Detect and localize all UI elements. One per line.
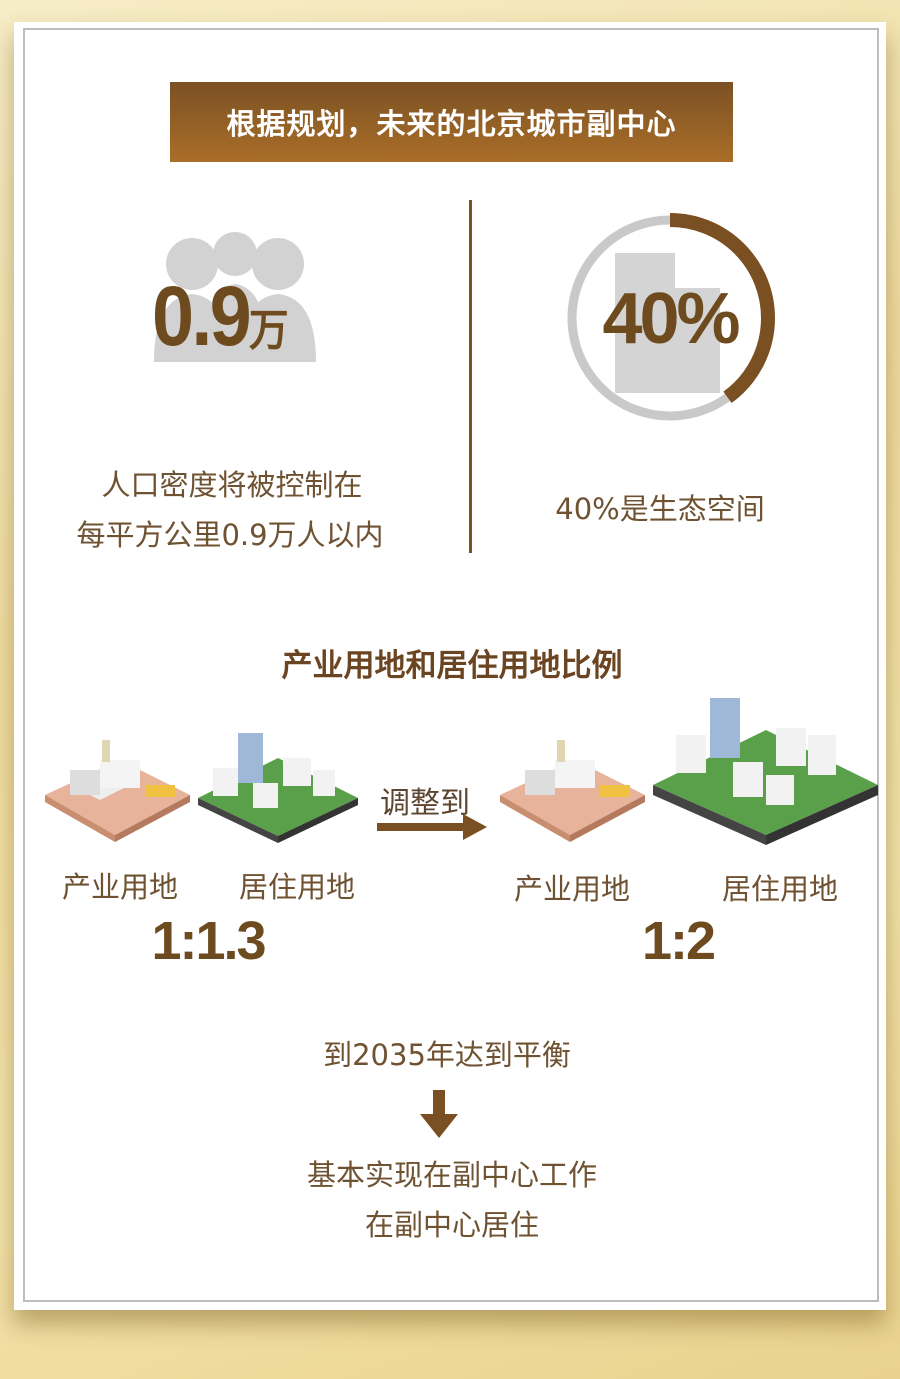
industrial-label-before: 产业用地 <box>61 870 179 904</box>
ratio-heading: 产业用地和居住用地比例 <box>281 648 623 684</box>
density-line2: 每平方公里0.9万人以内 <box>76 518 384 552</box>
title-banner: 根据规划，未来的北京城市副中心 <box>170 82 733 162</box>
infographic-card <box>14 22 886 1310</box>
density-unit: 万 <box>249 306 289 355</box>
ecology-value: 40% <box>602 279 740 359</box>
industrial-land-illustration-before <box>45 740 190 842</box>
adjust-to-label: 调整到 <box>380 786 470 821</box>
outcome-line3: 在副中心居住 <box>364 1208 540 1242</box>
density-line1: 人口密度将被控制在 <box>101 468 363 502</box>
ratio-before: 1:1.3 <box>151 911 266 971</box>
down-arrow-icon <box>420 1090 458 1138</box>
ratio-after: 1:2 <box>641 911 716 971</box>
right-arrow-icon <box>377 814 487 840</box>
ecology-ring <box>565 213 775 423</box>
density-value: 0.9万 <box>152 269 289 363</box>
industrial-label-after: 产业用地 <box>513 872 631 906</box>
banner-title: 根据规划，未来的北京城市副中心 <box>226 107 677 141</box>
industrial-land-illustration-after <box>500 740 645 842</box>
outcome-line2: 基本实现在副中心工作 <box>306 1158 598 1192</box>
residential-land-illustration-after <box>653 698 878 845</box>
residential-label-before: 居住用地 <box>238 870 356 904</box>
ring-progress-arc <box>565 213 775 423</box>
building-icon <box>615 253 720 393</box>
residential-label-after: 居住用地 <box>721 872 839 906</box>
vertical-divider <box>469 200 472 553</box>
outcome-line1: 到2035年达到平衡 <box>323 1038 571 1072</box>
card-border <box>23 28 879 1302</box>
ecology-caption: 40%是生态空间 <box>555 492 765 526</box>
people-icon <box>154 232 316 362</box>
residential-land-illustration-before <box>198 733 358 843</box>
